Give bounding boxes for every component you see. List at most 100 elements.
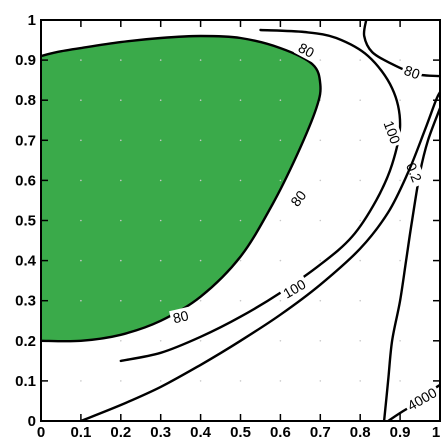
y-tick-label: 0.7: [15, 132, 36, 149]
contour-line: [382, 107, 440, 421]
contour-label: 80: [296, 39, 317, 61]
grid-dot: [279, 259, 282, 262]
grid-dot: [279, 340, 282, 342]
grid-dot: [199, 179, 202, 182]
grid-dot: [199, 99, 202, 101]
grid-dot: [319, 179, 322, 182]
x-tick-label: 0.1: [70, 424, 91, 441]
contour-unlabeled-5: [79, 91, 440, 421]
grid-dot: [239, 380, 242, 382]
grid-dot: [359, 139, 362, 142]
x-tick-label: 0.3: [150, 424, 171, 441]
grid-dot: [80, 139, 82, 142]
grid-dot: [359, 340, 362, 342]
grid-dot: [239, 139, 242, 142]
grid-dot: [120, 139, 122, 142]
x-tick-label: 0: [37, 424, 45, 441]
grid-dot: [159, 380, 162, 382]
contour-80-2: 80: [362, 20, 440, 84]
y-tick-label: 0.3: [15, 293, 36, 310]
x-tick-label: 0.6: [270, 424, 291, 441]
filled-region: [41, 36, 321, 342]
contour-label-bg: [293, 38, 319, 62]
grid-dot: [120, 179, 122, 182]
grid-dot: [80, 259, 82, 262]
x-tick-label: 0.2: [110, 424, 131, 441]
grid-dot: [279, 219, 282, 222]
grid-dot: [319, 299, 322, 302]
contour-label: 80: [402, 62, 422, 82]
grid-dot: [319, 259, 322, 262]
grid-dot: [80, 380, 82, 382]
grid-dot: [80, 179, 82, 182]
grid-dot: [359, 380, 362, 382]
grid-dot: [159, 179, 162, 182]
grid-dot: [120, 99, 122, 101]
contour-label: 80: [171, 307, 190, 326]
contour-line: [119, 28, 402, 363]
contour-label: 100: [381, 119, 404, 147]
x-tick-label: 0.8: [350, 424, 371, 441]
grid-dot: [399, 179, 401, 182]
grid-dot: [319, 59, 322, 61]
x-tick-label: 0.4: [190, 424, 212, 441]
grid-dot: [159, 340, 162, 342]
contour-label: 80: [287, 187, 309, 209]
contour-4000-4: 4000: [386, 383, 440, 421]
contour-line: [362, 20, 440, 78]
contour-0.2-3: 0.2: [382, 107, 440, 421]
grid-dot: [199, 59, 202, 61]
contour-label-bg: [399, 61, 425, 84]
grid-dot: [120, 380, 122, 382]
grid-dot: [399, 99, 401, 101]
grid-dot: [159, 99, 162, 101]
grid-dot: [80, 219, 82, 222]
grid-dot: [399, 340, 401, 342]
contour-label-bg: [285, 185, 311, 212]
grid-dot: [120, 59, 122, 61]
grid-dot: [159, 259, 162, 262]
grid-dot: [239, 59, 242, 61]
grid-dot: [159, 139, 162, 142]
grid-dot: [359, 179, 362, 182]
grid-dot: [319, 139, 322, 142]
grid-dot: [279, 59, 282, 61]
contour-line: [79, 91, 440, 421]
grid-dot: [239, 99, 242, 101]
grid-dot: [80, 99, 82, 101]
grid-dot: [359, 219, 362, 222]
grid-dot: [239, 259, 242, 262]
x-tick-label: 1: [432, 424, 440, 441]
contour-label: 0.2: [403, 160, 425, 184]
axes: 0 0.1 0.2 0.3 0.4 0.5 0.6 0.7 0.8 0.9 1 0 0.1 0.2 0.3 0…: [15, 12, 441, 441]
grid-dot: [399, 219, 401, 222]
grid-dot: [199, 219, 202, 222]
grid-dot: [279, 139, 282, 142]
grid-dot: [120, 219, 122, 222]
grid-dot: [239, 299, 242, 302]
contour-label-bg: [379, 116, 405, 149]
grid-dot: [120, 299, 122, 302]
y-tick-label: 0.8: [15, 92, 36, 109]
grid-dot: [319, 380, 322, 382]
grid-dot: [319, 340, 322, 342]
y-tick-label: 0.1: [15, 373, 36, 390]
grid-dot: [279, 179, 282, 182]
y-tick-label: 0.9: [15, 52, 36, 69]
grid-dot: [199, 139, 202, 142]
contour-label-bg: [402, 383, 440, 415]
x-tick-label: 0.9: [390, 424, 411, 441]
grid-dot: [359, 99, 362, 101]
grid-dot: [80, 299, 82, 302]
grid-dot: [159, 299, 162, 302]
grid-dot: [279, 380, 282, 382]
grid-dot: [279, 99, 282, 101]
y-tick-label: 0.5: [15, 213, 36, 230]
grid-dot: [319, 219, 322, 222]
x-tick-label: 0.7: [310, 424, 331, 441]
x-tick-label: 0.5: [230, 424, 251, 441]
grid-dot: [199, 340, 202, 342]
grid-dot: [359, 259, 362, 262]
